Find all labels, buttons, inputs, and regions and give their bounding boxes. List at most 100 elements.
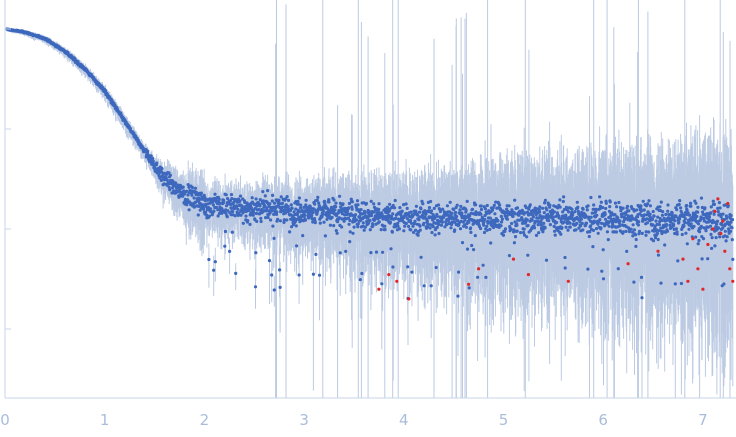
data-point (348, 230, 352, 234)
data-point (561, 199, 565, 204)
data-point (270, 273, 274, 277)
data-point (559, 232, 563, 236)
data-point (235, 204, 239, 208)
data-point (654, 219, 658, 223)
data-point (522, 230, 526, 235)
data-point (285, 195, 289, 199)
data-point (279, 195, 283, 199)
data-point (316, 195, 320, 199)
data-point (488, 216, 492, 220)
data-point (239, 213, 243, 217)
data-point (171, 186, 175, 190)
data-point (640, 296, 644, 300)
data-point (639, 275, 644, 279)
data-point (601, 206, 605, 210)
data-point (488, 227, 492, 231)
data-point (304, 203, 308, 207)
data-point (238, 199, 242, 203)
data-point (458, 208, 462, 212)
data-point (394, 216, 398, 220)
data-point (532, 226, 537, 230)
data-point (414, 204, 418, 208)
data-point (604, 201, 608, 205)
data-point (248, 222, 252, 226)
data-point (590, 211, 594, 215)
data-point (372, 202, 376, 206)
data-point (598, 195, 602, 199)
data-point (380, 282, 384, 286)
data-point (168, 173, 172, 177)
data-point (164, 176, 168, 180)
data-point (537, 208, 541, 212)
data-point (284, 197, 288, 201)
data-point (541, 230, 545, 234)
data-point (396, 224, 400, 228)
data-point (162, 182, 166, 186)
data-point (220, 211, 224, 215)
data-point (241, 221, 245, 225)
data-point (270, 209, 274, 213)
data-point (311, 272, 315, 276)
data-point (534, 233, 539, 237)
data-point (595, 213, 599, 217)
data-point (484, 275, 488, 279)
data-point (377, 220, 381, 224)
data-point (270, 199, 274, 203)
data-point (564, 205, 569, 209)
data-point (229, 206, 233, 210)
data-point (278, 285, 282, 289)
data-point (436, 203, 441, 207)
data-point (334, 214, 339, 218)
data-point (472, 218, 476, 222)
data-point (606, 238, 610, 242)
data-point (560, 226, 564, 230)
data-point (634, 233, 638, 237)
data-point (367, 221, 371, 225)
data-point (429, 199, 433, 204)
data-point (552, 210, 557, 214)
data-point (581, 228, 585, 232)
data-point (670, 211, 674, 215)
data-point (379, 228, 383, 232)
data-point (422, 221, 426, 225)
data-point (659, 281, 663, 285)
data-point (643, 213, 647, 217)
data-point (350, 205, 354, 209)
data-point (459, 204, 463, 208)
data-point (288, 230, 292, 234)
data-point (499, 214, 503, 218)
data-point (450, 211, 454, 215)
data-point (234, 271, 238, 275)
data-point (212, 209, 216, 213)
data-point (254, 251, 258, 255)
data-point (599, 200, 603, 204)
data-point (321, 212, 325, 216)
data-point (503, 229, 507, 233)
data-point (667, 213, 672, 217)
data-point (617, 200, 621, 205)
data-point (367, 209, 371, 213)
data-point (356, 203, 360, 207)
data-point (371, 222, 375, 226)
data-point (338, 251, 342, 255)
data-point (591, 245, 595, 249)
data-point (185, 189, 189, 193)
data-point (264, 209, 268, 213)
data-point (648, 212, 652, 216)
data-point (621, 230, 625, 234)
data-point (393, 206, 397, 210)
data-point (348, 240, 352, 244)
data-point (636, 223, 641, 227)
data-point (541, 215, 545, 219)
data-point (196, 213, 200, 217)
data-point (362, 228, 366, 232)
data-point (393, 198, 397, 203)
data-point (444, 220, 448, 224)
data-point (359, 208, 363, 212)
data-point (507, 204, 511, 208)
data-point (304, 198, 308, 202)
data-point (426, 225, 430, 229)
data-point (388, 220, 392, 224)
data-point (519, 231, 523, 235)
data-point (272, 236, 276, 240)
